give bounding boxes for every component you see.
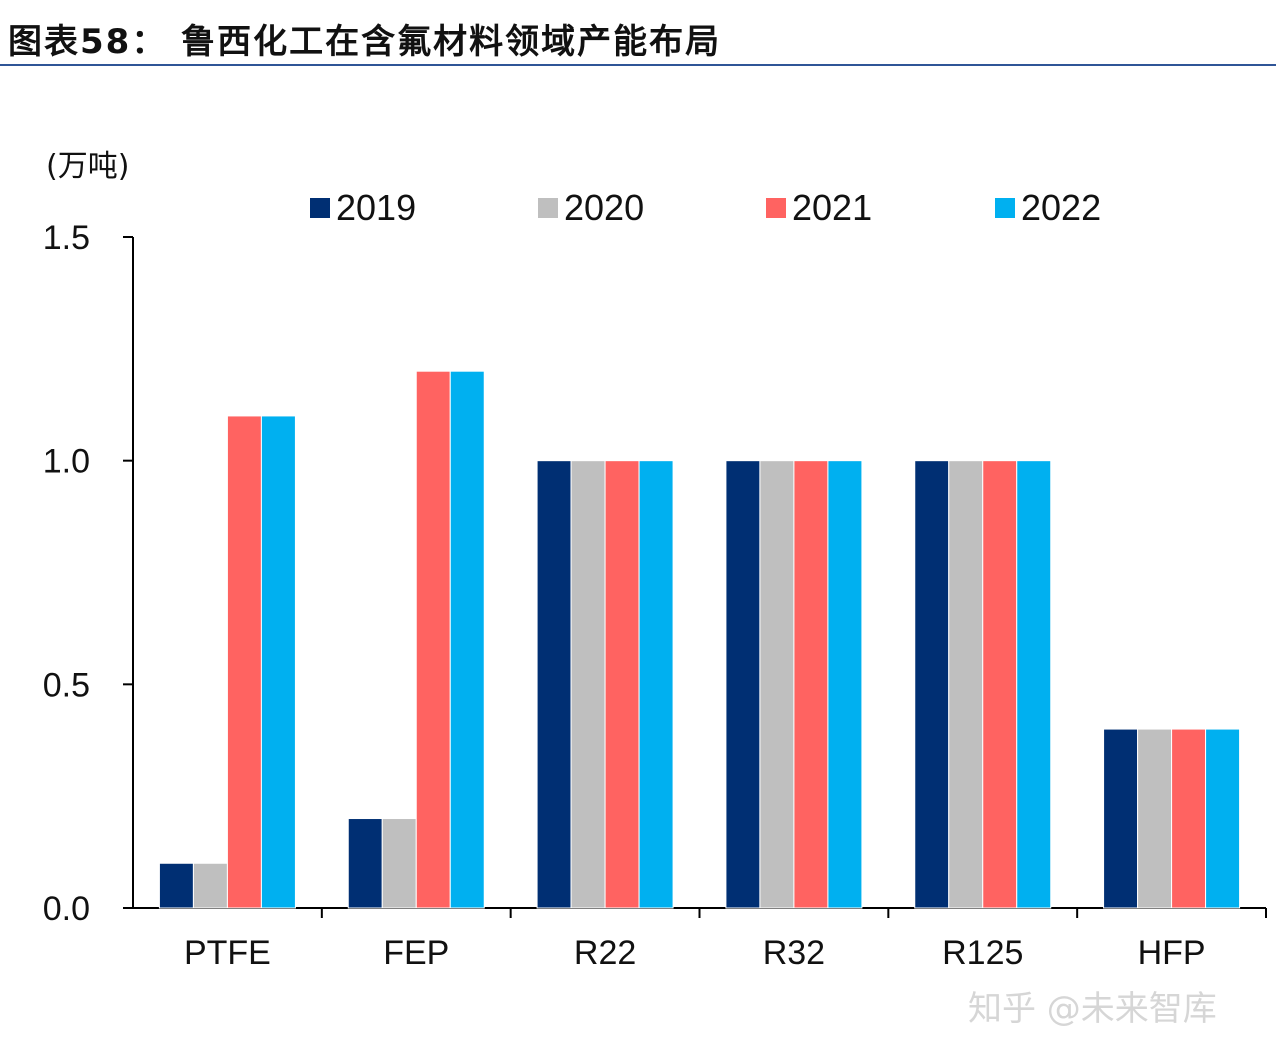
legend-label-2021: 2021 <box>792 187 872 228</box>
watermark: 知乎 @未来智库 <box>968 989 1217 1029</box>
bar-2022-R22 <box>638 460 674 909</box>
bar-2021-FEP <box>415 370 451 909</box>
legend-swatch-2021 <box>766 198 786 218</box>
x-tick-label: R125 <box>942 934 1023 972</box>
bar-2021-R32 <box>793 460 829 909</box>
bar-2019-FEP <box>347 818 383 909</box>
x-tick-label: FEP <box>383 934 449 972</box>
bar-2020-PTFE <box>192 862 228 909</box>
bar-2022-HFP <box>1205 728 1241 909</box>
bar-2019-R32 <box>725 460 761 909</box>
legend-swatch-2022 <box>995 198 1015 218</box>
bar-2019-R22 <box>536 460 572 909</box>
bar-2020-R32 <box>759 460 795 909</box>
y-axis-unit: (万吨) <box>46 149 129 184</box>
bar-2022-R125 <box>1016 460 1052 909</box>
bar-2022-PTFE <box>260 415 296 909</box>
x-tick-label: R32 <box>763 934 825 972</box>
legend-label-2019: 2019 <box>336 187 416 228</box>
title-divider <box>0 64 1276 66</box>
bar-2019-PTFE <box>158 862 194 909</box>
bar-2021-R125 <box>982 460 1018 909</box>
bar-2022-R32 <box>827 460 863 909</box>
y-tick-label: 0.5 <box>43 666 90 704</box>
legend-label-2022: 2022 <box>1021 187 1101 228</box>
y-tick-label: 1.0 <box>43 443 90 481</box>
bar-2019-HFP <box>1103 728 1139 909</box>
bar-2019-R125 <box>914 460 950 909</box>
bar-2020-FEP <box>381 818 417 909</box>
x-tick-label: R22 <box>574 934 636 972</box>
bar-2020-HFP <box>1137 728 1173 909</box>
legend-swatch-2019 <box>310 198 330 218</box>
bar-2021-HFP <box>1171 728 1207 909</box>
chart-title: 图表58： 鲁西化工在含氟材料领域产能布局 <box>8 22 722 62</box>
y-tick-label: 0.0 <box>43 890 90 928</box>
bar-2020-R22 <box>570 460 606 909</box>
legend-swatch-2020 <box>538 198 558 218</box>
bar-2022-FEP <box>449 370 485 909</box>
legend-label-2020: 2020 <box>564 187 644 228</box>
y-tick-label: 1.5 <box>43 219 90 257</box>
bar-2021-PTFE <box>226 415 262 909</box>
bar-2021-R22 <box>604 460 640 909</box>
bar-2020-R125 <box>948 460 984 909</box>
x-tick-label: PTFE <box>184 934 271 972</box>
x-tick-label: HFP <box>1138 934 1206 972</box>
